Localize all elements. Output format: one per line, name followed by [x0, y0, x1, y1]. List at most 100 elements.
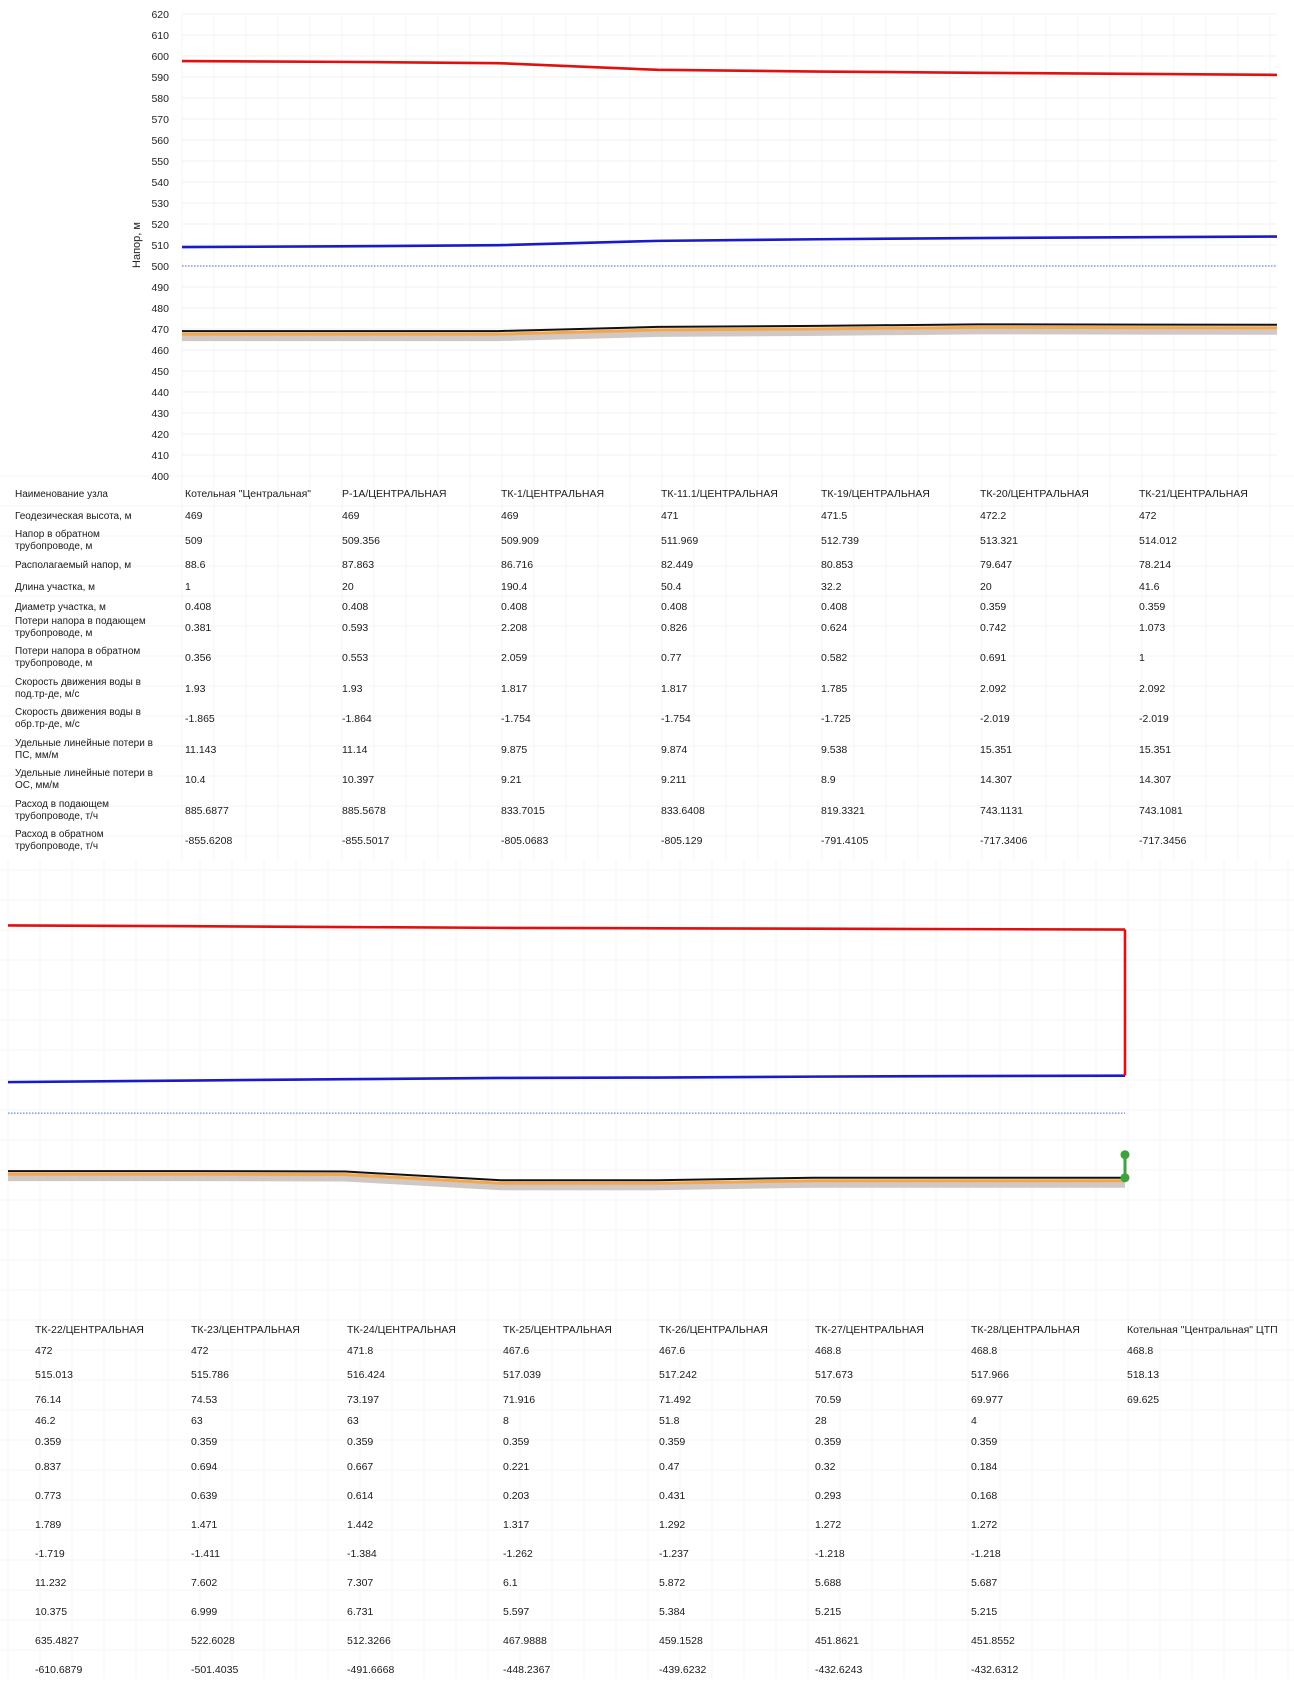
table-cell: 468.8 [815, 1345, 841, 1357]
table-cell: -2.019 [1139, 713, 1169, 725]
table-cell: 0.359 [815, 1436, 841, 1448]
table-cell: 471.8 [347, 1345, 373, 1357]
table-column-header: ТК-20/ЦЕНТРАЛЬНАЯ [980, 488, 1089, 500]
table-cell: -1.384 [347, 1548, 377, 1560]
y-tick-label: 620 [151, 9, 169, 21]
table-cell: 1.292 [659, 1519, 685, 1531]
table-cell: 819.3321 [821, 805, 865, 817]
table-cell: -717.3406 [980, 835, 1027, 847]
table-cell: 833.6408 [661, 805, 705, 817]
table-cell: 46.2 [35, 1415, 56, 1427]
table-cell: 0.359 [659, 1436, 685, 1448]
table-cell: 1.785 [821, 683, 847, 695]
table-cell: 1.272 [971, 1519, 997, 1531]
table-cell: 5.215 [815, 1606, 841, 1618]
table-row-label: Напор в обратном [15, 528, 100, 540]
table-cell: 5.384 [659, 1606, 685, 1618]
table-column-header: ТК-25/ЦЕНТРАЛЬНАЯ [503, 1324, 612, 1336]
table-cell: -1.754 [661, 713, 691, 725]
table-cell: 516.424 [347, 1369, 385, 1381]
table-row-label: Удельные линейные потери в [15, 738, 153, 749]
table-cell: 833.7015 [501, 805, 545, 817]
table-row-label: Потери напора в подающем [15, 616, 146, 627]
table-cell: -1.218 [971, 1548, 1001, 1560]
ground-line [8, 1170, 1125, 1182]
table-cell: 76.14 [35, 1394, 61, 1406]
table-cell: -2.019 [980, 713, 1010, 725]
table-cell: 0.691 [980, 652, 1006, 664]
table-cell: 71.492 [659, 1394, 691, 1406]
table-column-header: Котельная "Центральная" ЦТП [1127, 1324, 1278, 1336]
table-cell: -1.411 [191, 1548, 220, 1560]
y-tick-label: 470 [151, 324, 169, 336]
table-cell: 467.6 [503, 1345, 529, 1357]
table-row-label: ОС, мм/м [15, 780, 59, 791]
supply-head-line [181, 59, 1278, 77]
table-column-header: Р-1А/ЦЕНТРАЛЬНАЯ [342, 488, 447, 500]
y-tick-label: 610 [151, 30, 169, 42]
table-cell: 2.059 [501, 652, 527, 664]
table-cell: 0.624 [821, 622, 847, 634]
table-row-label: Геодезическая высота, м [15, 511, 132, 522]
table-column-header: ТК-27/ЦЕНТРАЛЬНАЯ [815, 1324, 924, 1336]
table-cell: 0.221 [503, 1461, 529, 1473]
table-cell: 469 [342, 510, 360, 522]
table-cell: 509 [185, 535, 203, 547]
table-row-label: трубопроводе, т/ч [15, 810, 98, 822]
table-cell: 2.092 [1139, 683, 1165, 695]
table-cell: 7.307 [347, 1577, 373, 1589]
table-cell: -439.6232 [659, 1664, 706, 1676]
y-tick-label: 430 [151, 408, 169, 420]
table-cell: 0.168 [971, 1490, 997, 1502]
table-cell: 522.6028 [191, 1635, 235, 1647]
table-cell: 1.93 [185, 683, 206, 695]
table-cell: 472 [1139, 510, 1157, 522]
table-row-label: Потери напора в обратном [15, 645, 140, 657]
panel2-table: ТК-22/ЦЕНТРАЛЬНАЯ 472 515.013 76.14 46.2 0.35… [35, 1324, 1278, 1676]
table-cell: 515.013 [35, 1369, 73, 1381]
table-cell: 468.8 [1127, 1345, 1153, 1357]
y-tick-label: 480 [151, 303, 169, 315]
table-cell: 471 [661, 510, 679, 522]
table-cell: 1.817 [661, 683, 687, 695]
table-cell: 6.1 [503, 1577, 518, 1589]
table-cell: -1.237 [659, 1548, 689, 1560]
table-cell: 20 [980, 581, 992, 593]
table-cell: -610.6879 [35, 1664, 82, 1676]
table-cell: 86.716 [501, 559, 533, 571]
table-cell: 1.442 [347, 1519, 373, 1531]
table-cell: 9.211 [661, 774, 687, 786]
panel1-lines [181, 59, 1278, 342]
table-cell: 512.3266 [347, 1635, 391, 1647]
table-cell: 78.214 [1139, 559, 1171, 571]
table-cell: 512.739 [821, 535, 859, 547]
y-axis-label: Напор, м [131, 222, 143, 268]
table-cell: 0.694 [191, 1461, 217, 1473]
table-cell: -1.754 [501, 713, 531, 725]
table-row-label: обр.тр-де, м/с [15, 718, 80, 730]
y-tick-label: 520 [151, 219, 169, 231]
table-cell: 9.21 [501, 774, 522, 786]
table-cell: -1.865 [185, 713, 215, 725]
table-row-label: ПС, мм/м [15, 750, 58, 761]
table-cell: 80.853 [821, 559, 853, 571]
table-cell: 469 [185, 510, 203, 522]
table-cell: 0.359 [35, 1436, 61, 1448]
table-cell: -1.864 [342, 713, 372, 725]
y-tick-label: 460 [151, 345, 169, 357]
table-cell: 459.1528 [659, 1635, 703, 1647]
table-cell: 10.375 [35, 1606, 67, 1618]
table-cell: 0.32 [815, 1461, 836, 1473]
table-cell: 6.999 [191, 1606, 217, 1618]
table-cell: 885.6877 [185, 805, 229, 817]
y-tick-label: 510 [151, 240, 169, 252]
y-tick-label: 440 [151, 387, 169, 399]
return-head-line [7, 1074, 1126, 1084]
table-cell: -791.4105 [821, 835, 868, 847]
table-cell: 2.208 [501, 622, 527, 634]
table-cell: 509.909 [501, 535, 539, 547]
table-cell: 1 [1139, 652, 1145, 664]
table-cell: 11.14 [342, 744, 368, 756]
table-row-label: Длина участка, м [15, 582, 95, 593]
table-row-label: Расход в обратном [15, 828, 104, 840]
